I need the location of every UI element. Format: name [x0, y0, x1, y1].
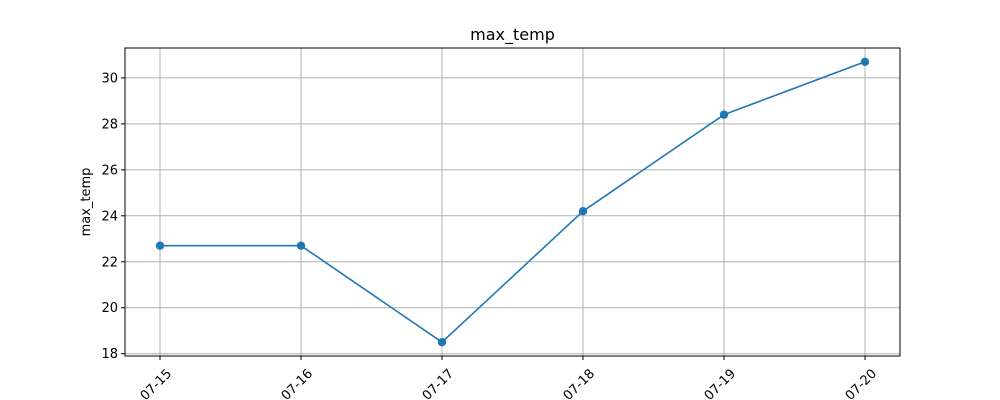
x-tick-label: 07-16 [279, 366, 316, 400]
plot-frame [124, 47, 901, 357]
grid [125, 48, 900, 356]
y-tick-label: 18 [101, 347, 118, 362]
y-axis-title: max_temp [79, 168, 94, 237]
y-tick-label: 22 [101, 255, 118, 270]
data-point [437, 338, 447, 347]
data-point [155, 241, 165, 250]
x-tick-label: 07-19 [702, 366, 739, 400]
series-layer [155, 57, 870, 347]
x-tick-label: 07-17 [420, 366, 457, 400]
x-tick-label: 07-20 [843, 366, 880, 400]
y-tick-label: 30 [101, 71, 118, 86]
y-tick-label: 24 [101, 209, 118, 224]
x-tick-label: 07-15 [138, 366, 175, 400]
y-tick-label: 20 [101, 301, 118, 316]
data-point [578, 206, 588, 216]
data-point [860, 57, 870, 66]
data-point [719, 110, 729, 119]
y-tick-label: 26 [101, 163, 118, 178]
x-tick-label: 07-18 [561, 366, 598, 400]
data-point [296, 241, 306, 250]
series-line [160, 61, 866, 344]
ticks: 07-15 07-16 07-17 07-18 07-19 07-20 18 20 22 24 26… [101, 71, 880, 400]
y-tick-label: 28 [101, 117, 118, 132]
chart-title: max_temp [470, 25, 555, 45]
